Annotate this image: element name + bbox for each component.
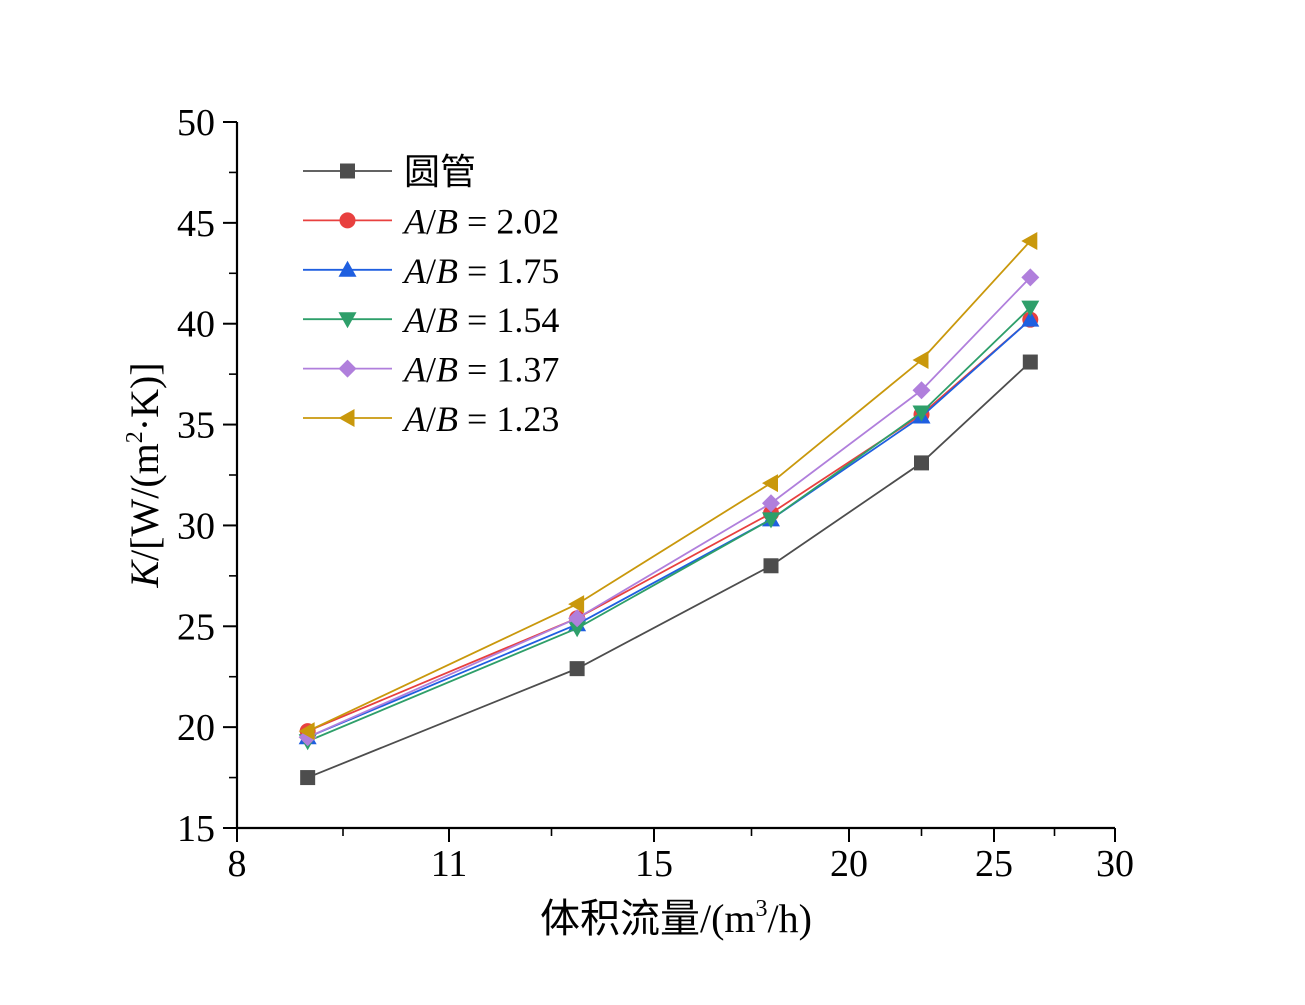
data-point xyxy=(568,621,587,638)
legend-marker xyxy=(338,359,357,378)
legend-label: 圆管 xyxy=(404,152,476,192)
legend-item: A/B = 1.54 xyxy=(303,300,559,340)
data-point xyxy=(1021,310,1040,327)
y-tick-label: 20 xyxy=(177,707,215,749)
data-point xyxy=(568,595,585,614)
legend-item: A/B = 1.37 xyxy=(303,350,559,390)
data-point xyxy=(762,474,778,493)
legend-marker xyxy=(338,409,355,427)
legend-item: 圆管 xyxy=(303,152,476,192)
legend-marker xyxy=(338,260,357,277)
legend-item: A/B = 1.75 xyxy=(303,251,559,291)
legend-label: A/B = 1.54 xyxy=(402,300,559,340)
data-point xyxy=(568,609,587,628)
data-point xyxy=(1021,268,1040,287)
legend-label: A/B = 1.23 xyxy=(402,399,559,439)
data-point xyxy=(762,494,780,513)
data-point xyxy=(914,455,929,471)
data-point xyxy=(298,722,315,741)
data-point xyxy=(569,661,585,677)
data-point xyxy=(1022,354,1038,370)
x-tick-label: 30 xyxy=(1096,843,1134,885)
data-point xyxy=(300,770,316,786)
data-point xyxy=(1021,300,1040,317)
x-tick-label: 20 xyxy=(830,843,868,885)
legend-marker xyxy=(338,312,357,329)
y-tick-label: 25 xyxy=(177,606,215,648)
y-tick-label: 45 xyxy=(177,203,215,245)
y-tick-label: 35 xyxy=(177,405,215,447)
legend-marker xyxy=(339,212,356,229)
data-point xyxy=(763,558,779,574)
legend-label: A/B = 1.75 xyxy=(402,251,559,291)
y-tick-label: 30 xyxy=(177,505,215,547)
legend-label: A/B = 2.02 xyxy=(402,201,559,241)
legend: 圆管 A/B = 2.02 A/B = 1.75 A/B = 1.54 A/B = 1.… xyxy=(303,152,559,439)
x-tick-label: 25 xyxy=(975,843,1013,885)
series-layer xyxy=(298,232,1040,786)
legend-label: A/B = 1.37 xyxy=(402,350,559,390)
legend-marker xyxy=(340,163,355,179)
series-0 xyxy=(300,354,1038,786)
y-tick-label: 50 xyxy=(177,102,215,144)
y-tick-label: 15 xyxy=(177,808,215,850)
data-point xyxy=(912,381,931,400)
legend-item: A/B = 1.23 xyxy=(303,399,559,439)
data-point xyxy=(1021,232,1038,251)
y-axis-title: K/[W/(m2·K)] xyxy=(122,362,167,588)
data-point xyxy=(912,351,929,370)
data-point xyxy=(762,512,780,529)
x-tick-label: 15 xyxy=(635,843,673,885)
x-tick-label: 11 xyxy=(431,843,468,885)
series-line xyxy=(307,276,1031,739)
x-tick-label: 8 xyxy=(228,843,247,885)
data-point xyxy=(912,405,931,422)
axes: 8 11 15 20 25 30 15 20 25 30 35 40 45 50 xyxy=(177,102,1134,885)
y-tick-label: 40 xyxy=(177,304,215,346)
legend-item: A/B = 2.02 xyxy=(303,201,559,241)
series-5 xyxy=(298,232,1038,741)
x-axis-title: 体积流量/(m3/h) xyxy=(540,896,812,941)
